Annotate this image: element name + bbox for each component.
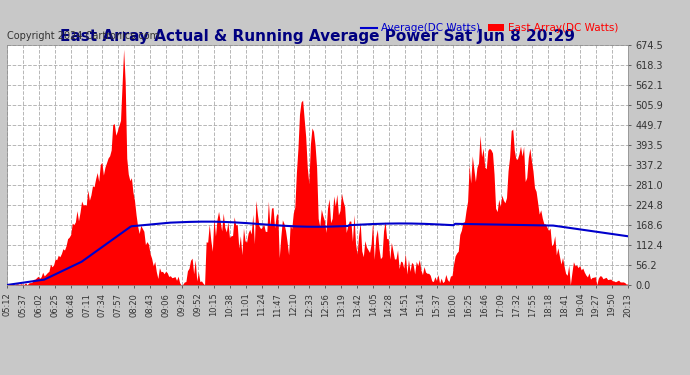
- Legend: Average(DC Watts), East Array(DC Watts): Average(DC Watts), East Array(DC Watts): [357, 19, 622, 38]
- Title: East Array Actual & Running Average Power Sat Jun 8 20:29: East Array Actual & Running Average Powe…: [60, 29, 575, 44]
- Text: Copyright 2024 Cartronics.com: Copyright 2024 Cartronics.com: [7, 32, 159, 41]
